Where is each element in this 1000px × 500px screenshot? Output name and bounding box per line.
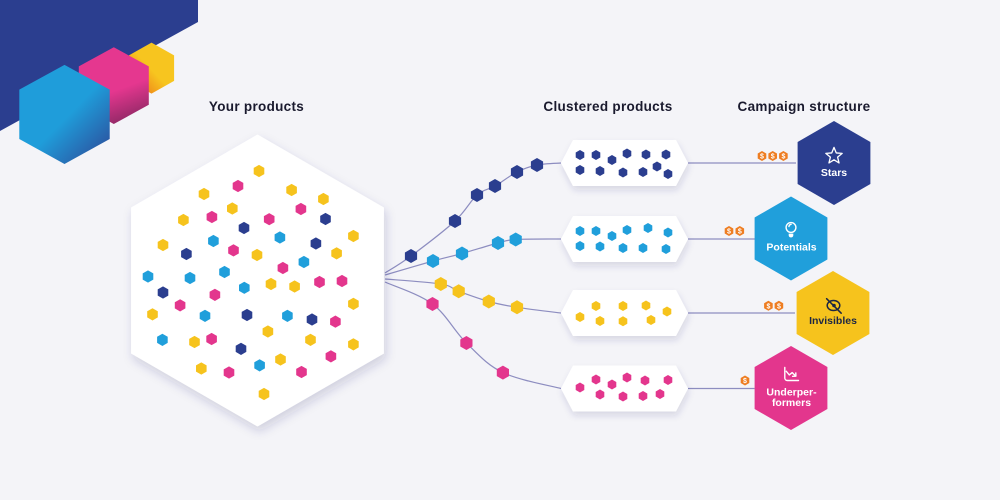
- svg-text:Your products: Your products: [209, 99, 304, 114]
- svg-text:$: $: [777, 303, 781, 310]
- svg-text:Invisibles: Invisibles: [809, 315, 857, 327]
- svg-text:Underper-: Underper-: [766, 387, 817, 399]
- svg-text:Potentials: Potentials: [766, 242, 816, 254]
- svg-text:Campaign structure: Campaign structure: [738, 99, 871, 114]
- svg-text:formers: formers: [772, 397, 811, 409]
- svg-text:$: $: [743, 378, 747, 385]
- svg-text:$: $: [738, 229, 742, 236]
- svg-text:$: $: [760, 154, 764, 161]
- svg-text:$: $: [771, 154, 775, 161]
- svg-text:$: $: [766, 303, 770, 310]
- svg-text:$: $: [727, 229, 731, 236]
- svg-text:Stars: Stars: [821, 167, 847, 179]
- svg-text:Clustered products: Clustered products: [543, 99, 672, 114]
- svg-text:$: $: [781, 154, 785, 161]
